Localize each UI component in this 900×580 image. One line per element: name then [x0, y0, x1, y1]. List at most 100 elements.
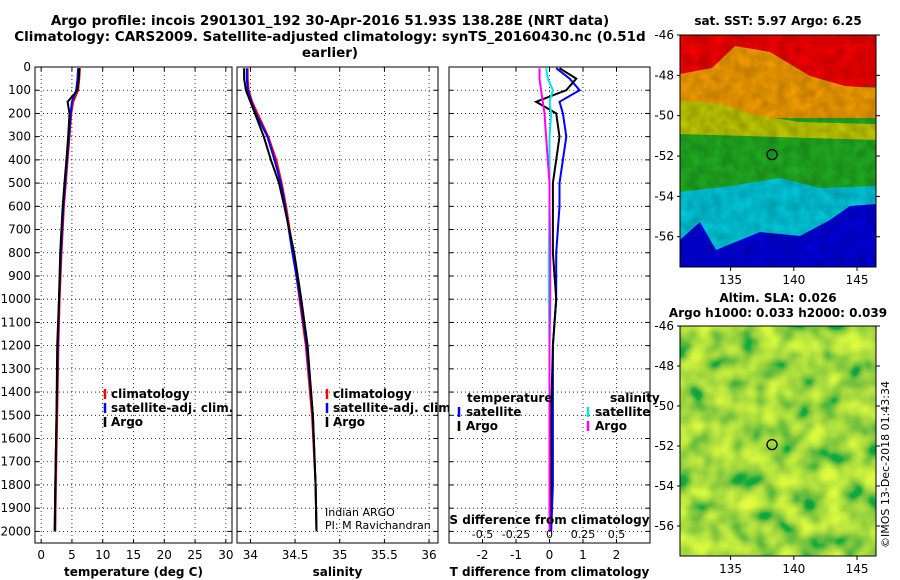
depth-tick-label: 800	[8, 246, 31, 260]
depth-tick-label: 700	[8, 223, 31, 237]
temperature-panel: 0 5 10 15 20 25 30 temperature (deg C) climatolo…	[34, 66, 233, 579]
title-line-2: Climatology: CARS2009. Satellite-adjuste…	[14, 29, 646, 61]
legend-label: Argo	[333, 415, 365, 429]
depth-tick-label: 1400	[0, 385, 31, 399]
map-y-tick-label: -50	[654, 109, 674, 123]
difference-panel: -2 -1 0 1 2 T difference from climatology temp…	[448, 66, 660, 579]
x-axis-label: salinity	[313, 565, 363, 579]
depth-tick-label: 400	[8, 153, 31, 167]
depth-tick-label: 1500	[0, 408, 31, 422]
x-tick-label: 25	[187, 548, 202, 562]
series-line-argo	[243, 68, 318, 532]
depth-tick-label: 500	[8, 176, 31, 190]
legend-label: satellite	[466, 405, 521, 419]
map-x-tick-label: 145	[846, 273, 869, 287]
map-x-tick-label: 140	[782, 562, 805, 576]
plot-frame	[34, 66, 233, 544]
x-tick-label: 34.5	[282, 548, 309, 562]
depth-tick-label: 900	[8, 269, 31, 283]
legend-label: Argo	[595, 419, 627, 433]
depth-tick-label: 2000	[0, 524, 31, 538]
map-y-tick-label: -54	[654, 189, 674, 203]
argo-position-marker	[766, 148, 778, 161]
title-line-1: Argo profile: incois 2901301_192 30-Apr-…	[50, 13, 610, 29]
map-y-tick-label: -48	[654, 359, 674, 373]
depth-tick-label: 200	[8, 106, 31, 120]
s-diff-tick-label: 0.25	[571, 528, 596, 541]
x-tick-label: 20	[157, 548, 172, 562]
map-y-tick-label: -48	[654, 68, 674, 82]
x-tick-label: 0	[546, 548, 554, 562]
sla-map-panel: 135 140 145 -46 -48 -50 -52 -54 -56 Altim. SLA: 0…	[654, 291, 887, 576]
provider-annotation: Indian ARGO	[325, 506, 395, 519]
x-tick-label: 10	[95, 548, 110, 562]
legend-label: satellite	[595, 405, 650, 419]
map-y-tick-label: -52	[654, 149, 674, 163]
x-axis-label: T difference from climatology	[450, 565, 650, 579]
series-line-s-argo	[538, 68, 552, 532]
map-title: sat. SST: 5.97 Argo: 6.25	[694, 14, 861, 28]
series-line-argo	[53, 68, 81, 532]
s-diff-tick-label: -0.25	[502, 528, 530, 541]
depth-tick-label: 1300	[0, 362, 31, 376]
depth-tick-label: 300	[8, 130, 31, 144]
map-y-tick-label: -46	[654, 28, 674, 42]
salinity-panel: 34 34.5 35 35.5 36 salinity climatologysatelli…	[236, 66, 455, 579]
series-line-t-satellite	[550, 67, 582, 532]
x-tick-label: 35	[332, 548, 347, 562]
x-tick-label: 34	[243, 548, 258, 562]
map-y-tick-label: -56	[654, 519, 674, 533]
legend-label: climatology	[111, 387, 190, 401]
s-diff-tick-label: -0.5	[472, 528, 493, 541]
map-title: Altim. SLA: 0.026	[719, 291, 836, 305]
map-x-tick-label: 135	[719, 562, 742, 576]
map-title: Argo h1000: 0.033 h2000: 0.039	[669, 306, 887, 320]
watermark-timestamp: ©IMOS 13-Dec-2018 01:43:34	[879, 381, 892, 548]
legend-label: Argo	[466, 419, 498, 433]
depth-tick-label: 1000	[0, 292, 31, 306]
x-tick-label: -1	[510, 548, 522, 562]
depth-tick-label: 1200	[0, 339, 31, 353]
legend-label: climatology	[333, 387, 412, 401]
x-tick-label: -2	[477, 548, 489, 562]
legend-label: satellite-adj. clim.	[111, 401, 233, 415]
legend-label: satellite-adj. clim.	[333, 401, 455, 415]
argo-position-marker	[766, 438, 778, 451]
x-tick-label: 5	[68, 548, 76, 562]
depth-tick-label: 0	[23, 60, 31, 74]
series-line-t-argo	[533, 67, 578, 532]
map-y-tick-label: -50	[654, 399, 674, 413]
legend-title-salinity: salinity	[610, 391, 660, 405]
x-tick-label: 1	[579, 548, 587, 562]
legend-label: Argo	[111, 415, 143, 429]
plot-frame	[236, 66, 439, 544]
map-x-tick-label: 145	[846, 562, 869, 576]
x-tick-label: 0	[37, 548, 45, 562]
x-tick-label: 36	[421, 548, 436, 562]
s-diff-tick-label: 0	[546, 528, 553, 541]
x-tick-label: 15	[126, 548, 141, 562]
plot-frame	[448, 66, 651, 544]
x-tick-label: 30	[218, 548, 233, 562]
map-y-tick-label: -52	[654, 439, 674, 453]
depth-tick-label: 1100	[0, 315, 31, 329]
depth-tick-label: 1900	[0, 501, 31, 515]
depth-tick-label: 100	[8, 83, 31, 97]
x-tick-label: 35.5	[371, 548, 398, 562]
map-x-tick-label: 135	[719, 273, 742, 287]
provider-annotation: PI: M Ravichandran	[325, 519, 431, 532]
depth-tick-label: 1700	[0, 455, 31, 469]
depth-tick-label: 1600	[0, 432, 31, 446]
legend-title-temperature: temperature	[467, 391, 552, 405]
map-y-tick-label: -54	[654, 479, 674, 493]
map-x-tick-label: 140	[782, 273, 805, 287]
sst-map-panel: 135 140 145 -46 -48 -50 -52 -54 -56 sat. SST: 5.9…	[654, 14, 880, 287]
x-axis-label-top: S difference from climatology	[449, 513, 649, 527]
x-axis-label: temperature (deg C)	[64, 565, 203, 579]
s-diff-tick-label: 0.5	[608, 528, 626, 541]
depth-tick-label: 1800	[0, 478, 31, 492]
map-y-tick-label: -46	[654, 319, 674, 333]
depth-tick-label: 600	[8, 199, 31, 213]
depth-axis-labels: 0 100 200 300 400 500 600 700 800 900 1000 1100 1200…	[0, 60, 31, 538]
